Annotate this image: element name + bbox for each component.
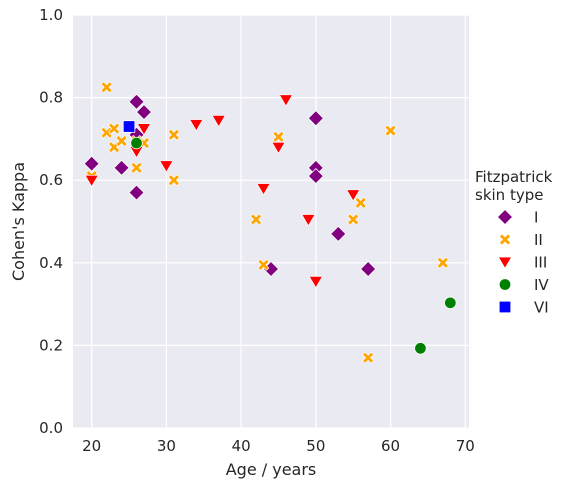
- data-point-i: [83, 155, 100, 172]
- data-point-iii: [211, 115, 226, 128]
- data-point-ii: [167, 174, 180, 187]
- legend-marker-iv: [498, 278, 512, 291]
- y-axis-label: Cohen's Kappa: [9, 162, 28, 281]
- x-tick-label: 40: [232, 437, 251, 455]
- data-point-iii: [346, 189, 361, 202]
- legend-label-iv: IV: [534, 276, 549, 294]
- legend-label-ii: II: [534, 231, 543, 249]
- data-point-ii: [108, 122, 121, 135]
- x-tick-label: 20: [82, 437, 101, 455]
- data-point-iii: [189, 119, 204, 132]
- data-point-iv: [414, 342, 427, 355]
- data-point-iii: [308, 276, 323, 289]
- legend-label-vi: VI: [534, 299, 549, 317]
- data-point-iii: [271, 141, 286, 154]
- y-tick-label: 0.8: [39, 89, 63, 107]
- data-point-iii: [136, 123, 152, 136]
- data-point-ii: [436, 256, 449, 269]
- x-tick-label: 60: [381, 437, 400, 455]
- y-tick-label: 0.6: [39, 171, 63, 189]
- x-tick-labels: 20 30 40 50 60 70: [82, 437, 475, 455]
- data-point-i: [307, 110, 324, 127]
- data-point-ii: [347, 213, 360, 226]
- data-point-iii: [256, 183, 271, 196]
- data-point-ii: [272, 130, 285, 143]
- data-point-iii: [84, 175, 99, 187]
- y-tick-label: 0.2: [39, 336, 63, 354]
- x-tick-label: 50: [306, 437, 325, 455]
- data-point-i: [128, 93, 145, 110]
- data-point-ii: [130, 161, 143, 174]
- legend-title-line1: Fitzpatrick: [475, 168, 553, 186]
- y-tick-label: 0.4: [39, 254, 63, 272]
- data-point-vi: [122, 120, 136, 133]
- data-point-ii: [100, 126, 113, 139]
- data-point-iv: [130, 136, 143, 150]
- x-axis-label: Age / years: [226, 460, 317, 479]
- data-point-i: [360, 260, 377, 278]
- plot-background: [73, 15, 469, 428]
- y-tick-label: 1.0: [39, 6, 63, 24]
- data-points: [83, 81, 457, 364]
- data-point-iii: [301, 214, 316, 227]
- data-point-ii: [384, 124, 397, 137]
- data-point-iii: [278, 94, 293, 107]
- y-tick-labels: 0.0 0.2 0.4 0.6 0.8 1.0: [39, 6, 63, 437]
- data-point-iv: [444, 296, 457, 310]
- legend-label-i: I: [534, 209, 538, 227]
- x-tick-label: 70: [456, 437, 475, 455]
- data-point-ii: [167, 128, 180, 141]
- data-point-ii: [257, 258, 270, 271]
- legend-marker-i: [496, 208, 514, 226]
- data-point-ii: [354, 196, 367, 209]
- data-point-ii: [250, 213, 262, 226]
- x-tick-label: 30: [157, 437, 176, 455]
- y-tick-label: 0.0: [39, 419, 63, 437]
- data-point-i: [135, 103, 153, 121]
- legend-marker-iii: [497, 256, 513, 269]
- legend-marker-ii: [499, 233, 511, 246]
- legend-title-line2: skin type: [475, 186, 543, 204]
- data-point-i: [330, 225, 347, 242]
- data-point-ii: [115, 135, 128, 147]
- data-point-ii: [362, 351, 375, 364]
- data-point-i: [113, 159, 130, 176]
- data-point-iii: [159, 160, 174, 173]
- data-point-i: [128, 184, 145, 201]
- data-point-ii: [100, 81, 113, 94]
- data-point-i: [307, 168, 324, 185]
- legend-label-iii: III: [534, 254, 547, 272]
- legend-marker-vi: [498, 300, 512, 314]
